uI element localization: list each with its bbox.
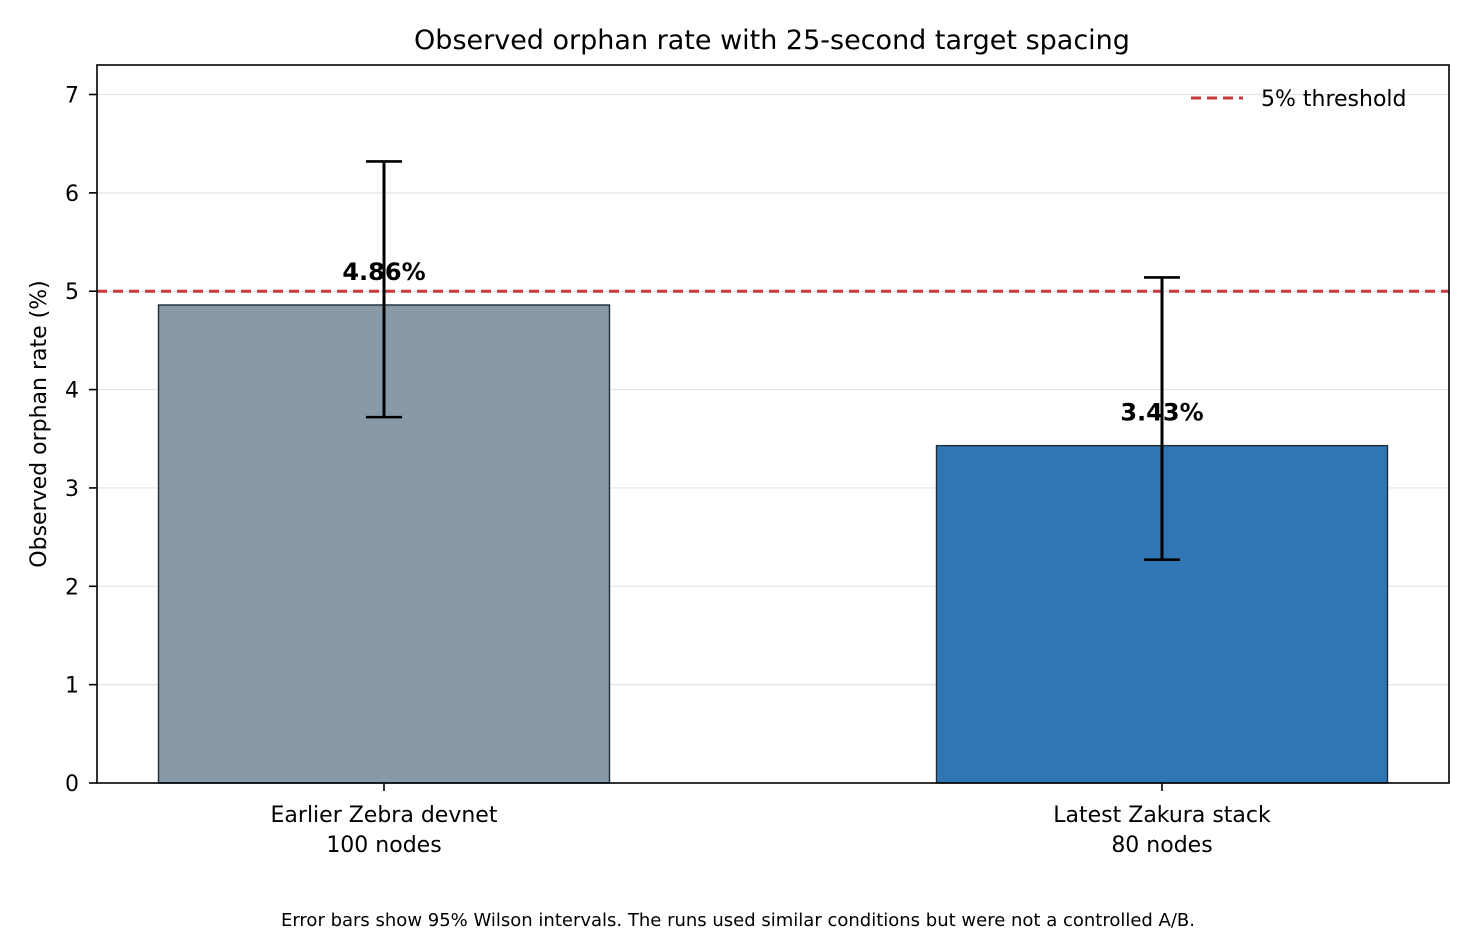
y-tick-label-0: 0	[65, 772, 79, 797]
x-tick-sublabel-0: 100 nodes	[326, 833, 441, 858]
data-label-0: 4.86%	[342, 258, 425, 286]
y-tick-label-6: 6	[65, 182, 79, 207]
y-tick-label-1: 1	[65, 674, 79, 699]
data-label-1: 3.43%	[1120, 399, 1203, 427]
y-tick-label-7: 7	[65, 84, 79, 109]
chart-title: Observed orphan rate with 25-second targ…	[414, 25, 1130, 56]
error-bars	[366, 160, 1180, 562]
x-tick-label-1: Latest Zakura stack	[1053, 803, 1271, 828]
plot-frame	[96, 64, 1450, 784]
y-tick-label-3: 3	[65, 477, 79, 502]
footnote: Error bars show 95% Wilson intervals. Th…	[281, 910, 1195, 931]
y-tick-label-4: 4	[65, 379, 79, 404]
x-tick-label-0: Earlier Zebra devnet	[271, 803, 498, 828]
data-labels: 4.86% 3.43%	[342, 258, 1203, 427]
bars	[157, 304, 1389, 784]
y-axis-ticks: 0 1 2 3 4 5 6 7	[65, 84, 97, 797]
y-axis-label: Observed orphan rate (%)	[27, 280, 52, 567]
x-tick-sublabel-1: 80 nodes	[1111, 833, 1212, 858]
y-tick-label-5: 5	[65, 280, 79, 305]
legend: 5% threshold	[1191, 87, 1407, 112]
legend-threshold-label: 5% threshold	[1261, 87, 1407, 112]
x-axis-ticks: Earlier Zebra devnet 100 nodes Latest Zaku…	[271, 783, 1271, 858]
y-tick-label-2: 2	[65, 575, 79, 600]
